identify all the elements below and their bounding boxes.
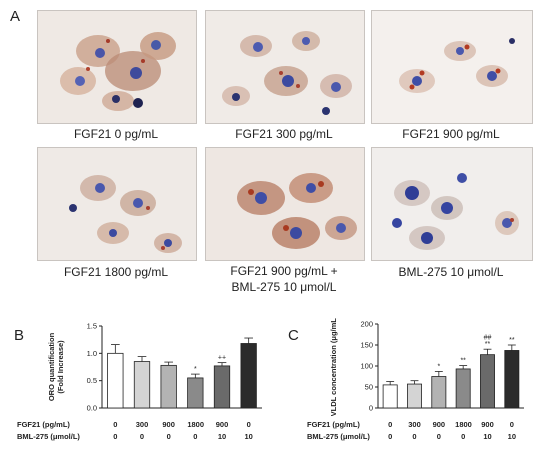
table-b-fgf21-value: 900 xyxy=(162,420,175,429)
y-tick-label: 1.5 xyxy=(87,322,97,331)
y-axis-label: (Fold Increase) xyxy=(56,340,65,394)
micrograph-image xyxy=(206,11,364,123)
caption-fgf21-0: FGF21 0 pg/mL xyxy=(73,127,159,141)
caption-fgf21-900-plus: FGF21 900 pg/mL + xyxy=(230,264,338,278)
table-b-fgf21-value: 900 xyxy=(215,420,229,429)
table-b-bml-value: 0 xyxy=(193,432,198,441)
table-c-fgf21-value: 0 xyxy=(388,420,393,429)
table-c-fgf21-value: 900 xyxy=(481,420,494,429)
table-b-bml-value: 0 xyxy=(113,432,118,441)
table-c-bml-label: BML-275 (μmol/L) xyxy=(307,432,370,441)
table-c-fgf21-value: 900 xyxy=(432,420,446,429)
table-c-bml-value: 0 xyxy=(388,432,393,441)
significance-label: ## xyxy=(484,335,492,342)
bar xyxy=(480,354,495,409)
chart-b: 0.0 0.5 1.0 1.5 ORO quantification (Fold Incr… xyxy=(40,318,270,416)
significance-label: ** xyxy=(485,341,491,348)
bar xyxy=(133,361,151,409)
table-c-bml-value: 0 xyxy=(461,432,466,441)
panel-label-c: C xyxy=(288,327,299,344)
table-b-fgf21-value: 300 xyxy=(135,420,149,429)
y-tick-label: 200 xyxy=(360,320,373,329)
significance-label: * xyxy=(194,366,197,373)
panel-label-a: A xyxy=(10,8,21,25)
table-c-bml-value: 10 xyxy=(507,432,516,441)
micrograph-fgf21-900-bml275 xyxy=(205,147,365,261)
micrograph-bml275 xyxy=(371,147,533,261)
table-c-bml-value: 10 xyxy=(483,432,492,441)
micrograph-fgf21-300 xyxy=(205,10,365,124)
bar xyxy=(431,376,447,409)
table-b-bml-value: 10 xyxy=(244,432,253,441)
bar xyxy=(382,384,398,409)
table-b-fgf21-value: 1800 xyxy=(187,420,205,429)
table-c-bml-value: 0 xyxy=(436,432,441,441)
y-tick-label: 0 xyxy=(369,404,373,413)
table-b-fgf21-value: 0 xyxy=(246,420,251,429)
panel-label-b: B xyxy=(14,327,25,344)
y-tick-label: 1.0 xyxy=(87,349,97,358)
y-tick-label: 0.0 xyxy=(87,404,97,413)
caption-fgf21-1800: FGF21 1800 pg/mL xyxy=(63,265,169,279)
micrograph-fgf21-1800 xyxy=(37,147,197,261)
bar xyxy=(187,377,204,409)
bar xyxy=(407,383,422,409)
table-b-bml-value: 10 xyxy=(217,432,227,441)
y-tick-label: 50 xyxy=(365,383,373,392)
table-c-fgf21-value: 0 xyxy=(509,420,514,429)
chart-b-svg: 0.0 0.5 1.0 1.5 ORO quantification (Fold Incr… xyxy=(47,322,262,413)
table-b-fgf21-label: FGF21 (pg/mL) xyxy=(17,420,70,429)
table-b-bml-value: 0 xyxy=(139,432,145,441)
micrograph-image xyxy=(38,11,196,123)
chart-c: 0 50 100 150 200 VLDL concentration (μg/mL) * *… xyxy=(320,315,530,416)
caption-bml275-combo: BML-275 10 μmol/L xyxy=(231,280,337,294)
table-c-fgf21-value: 300 xyxy=(408,420,421,429)
significance-label: ** xyxy=(509,337,515,344)
caption-fgf21-300: FGF21 300 pg/mL xyxy=(235,127,333,141)
micrograph-fgf21-0 xyxy=(37,10,197,124)
y-tick-label: 150 xyxy=(360,341,373,350)
micrograph-image xyxy=(372,11,532,123)
bar xyxy=(504,350,520,409)
significance-label: * xyxy=(437,363,440,370)
table-b-bml-value: 0 xyxy=(166,432,171,441)
y-axis-label: VLDL concentration (μg/mL) xyxy=(329,318,338,416)
table-b-fgf21-value: 0 xyxy=(113,420,118,429)
bar xyxy=(455,368,471,409)
bar xyxy=(240,343,257,409)
micrograph-fgf21-900 xyxy=(371,10,533,124)
y-tick-label: 0.5 xyxy=(87,376,97,385)
bar xyxy=(107,352,124,409)
caption-fgf21-900: FGF21 900 pg/mL xyxy=(402,127,500,141)
caption-bml275: BML-275 10 μmol/L xyxy=(398,265,504,279)
y-tick-label: 100 xyxy=(360,362,373,371)
significance-label: ** xyxy=(460,358,466,365)
table-b-bml-label: BML-275 (μmol/L) xyxy=(17,432,80,441)
table-c-bml-value: 0 xyxy=(412,432,417,441)
bar xyxy=(213,365,231,409)
y-axis-label: ORO quantification xyxy=(47,332,56,401)
micrograph-image xyxy=(206,148,364,260)
table-c-fgf21-value: 1800 xyxy=(455,420,472,429)
bar xyxy=(160,364,177,409)
table-c-fgf21-label: FGF21 (pg/mL) xyxy=(307,420,360,429)
micrograph-image xyxy=(372,148,532,260)
significance-label: ++ xyxy=(218,355,226,362)
micrograph-image xyxy=(38,148,196,260)
